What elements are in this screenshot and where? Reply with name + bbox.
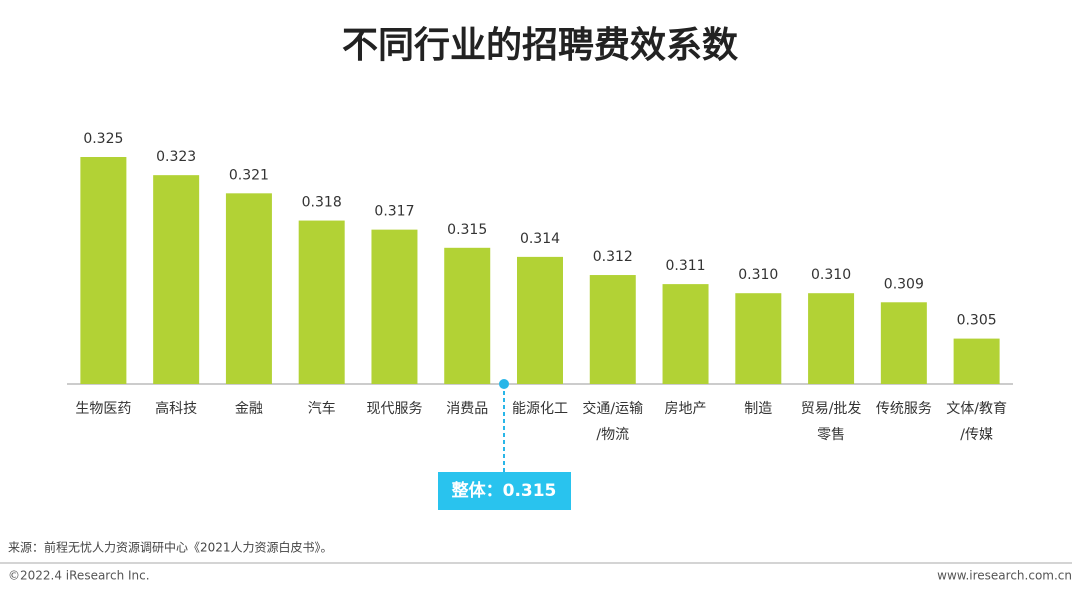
source: 来源：前程无忧人力资源调研中心《2021人力资源白皮书》。 [8, 540, 333, 555]
value-label: 0.314 [520, 231, 560, 247]
x-tick-label: 金融 [235, 401, 263, 417]
bar [444, 247, 491, 384]
x-tick-label: 文体/教育/传媒 [946, 401, 1007, 443]
value-label: 0.310 [738, 267, 778, 283]
bar [589, 275, 636, 384]
bar [517, 256, 563, 384]
bar [808, 293, 855, 384]
value-label: 0.310 [811, 267, 851, 283]
x-tick-label: 消费品 [446, 401, 488, 417]
bar [80, 157, 127, 384]
value-label: 0.318 [302, 195, 342, 211]
value-label: 0.312 [593, 249, 633, 265]
chart-title: 不同行业的招聘费效系数 [342, 25, 738, 66]
bar [371, 229, 418, 384]
x-tick-label: 生物医药 [75, 401, 131, 417]
x-tick-label: 高科技 [155, 400, 197, 417]
overall-label: 整体：0.315 [452, 480, 557, 501]
bar [298, 220, 345, 384]
x-tick-label: 交通/运输/物流 [582, 400, 643, 443]
bar [880, 302, 927, 384]
x-tick-label: 制造 [744, 401, 772, 417]
copyright: ©2022.4 iResearch Inc. [8, 569, 150, 583]
bar [735, 293, 782, 384]
value-label: 0.309 [884, 276, 924, 292]
value-label: 0.323 [156, 149, 196, 165]
bar [662, 284, 709, 384]
value-label: 0.315 [447, 222, 487, 238]
x-tick-label: 能源化工 [512, 401, 568, 417]
overall-dot [499, 379, 509, 389]
value-label: 0.321 [229, 167, 269, 183]
value-label: 0.317 [374, 204, 414, 220]
bar [225, 193, 272, 384]
x-tick-label: 贸易/批发零售 [801, 401, 862, 443]
value-label: 0.305 [957, 313, 997, 329]
value-label: 0.325 [83, 131, 123, 147]
x-tick-label: 汽车 [308, 400, 336, 417]
x-tick-label: 房地产 [665, 401, 707, 417]
bar [953, 338, 1000, 384]
overall-box [438, 472, 571, 510]
x-tick-label: 现代服务 [366, 401, 422, 417]
website: www.iresearch.com.cn [937, 569, 1072, 583]
x-tick-label: 传统服务 [876, 401, 932, 417]
value-label: 0.311 [665, 258, 705, 274]
bar [153, 175, 200, 384]
